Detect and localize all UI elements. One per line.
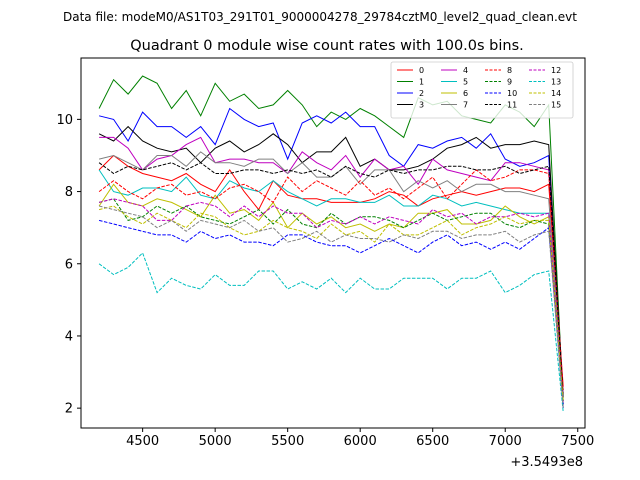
series-line-11 [98,162,564,398]
legend-label: 8 [507,66,512,75]
x-tick-label: 4500 [126,434,159,449]
legend-label: 13 [551,78,561,87]
legend-label: 11 [507,101,517,110]
series-line-6 [98,183,564,401]
axis-ticks: 4500 5000 5500 6000 6500 7000 7500 2 4 6 8 10 [56,113,594,449]
series-line-0 [98,154,564,387]
series-line-13 [98,251,564,412]
legend-label: 14 [551,89,561,98]
legend-label: 1 [419,78,424,87]
y-tick-label: 8 [65,185,73,200]
legend-label: 10 [507,89,517,98]
y-tick-label: 4 [65,329,73,344]
legend-frame [390,61,574,119]
x-tick-label: 6500 [416,434,449,449]
legend-label: 2 [419,89,424,98]
plot-area-frame [80,57,586,429]
legend-label: 5 [463,78,468,87]
legend-label: 12 [551,66,561,75]
x-axis-offset-label: +3.5493e8 [510,455,583,470]
x-tick-label: 5000 [199,434,232,449]
legend-label: 0 [419,66,424,75]
series-line-9 [98,198,564,401]
series-line-2 [98,107,564,409]
series-line-14 [98,205,564,401]
x-tick-label: 5500 [271,434,304,449]
series-line-7 [98,151,564,398]
chart-title: Quadrant 0 module wise count rates with … [130,38,524,54]
y-tick-label: 2 [65,402,73,417]
legend-label: 15 [551,101,561,110]
series-line-8 [98,169,564,391]
series-line-15 [98,205,564,409]
legend-label: 6 [463,89,468,98]
y-tick-label: 6 [65,257,73,272]
series-line-1 [98,75,564,405]
figure-suptitle: Data file: modeM0/AS1T03_291T01_90000042… [63,10,577,24]
series-layer [98,75,564,412]
legend-label: 7 [463,101,468,110]
legend-label: 4 [463,66,468,75]
x-tick-label: 7500 [561,434,594,449]
x-tick-label: 6000 [344,434,377,449]
series-line-4 [99,136,564,394]
x-tick-label: 7000 [489,434,522,449]
legend-label: 9 [507,78,512,87]
series-line-10 [98,219,564,405]
series-line-5 [98,169,564,401]
y-tick-label: 10 [56,113,73,128]
series-line-3 [98,125,564,398]
legend-label: 3 [419,101,424,110]
series-line-12 [98,198,564,405]
